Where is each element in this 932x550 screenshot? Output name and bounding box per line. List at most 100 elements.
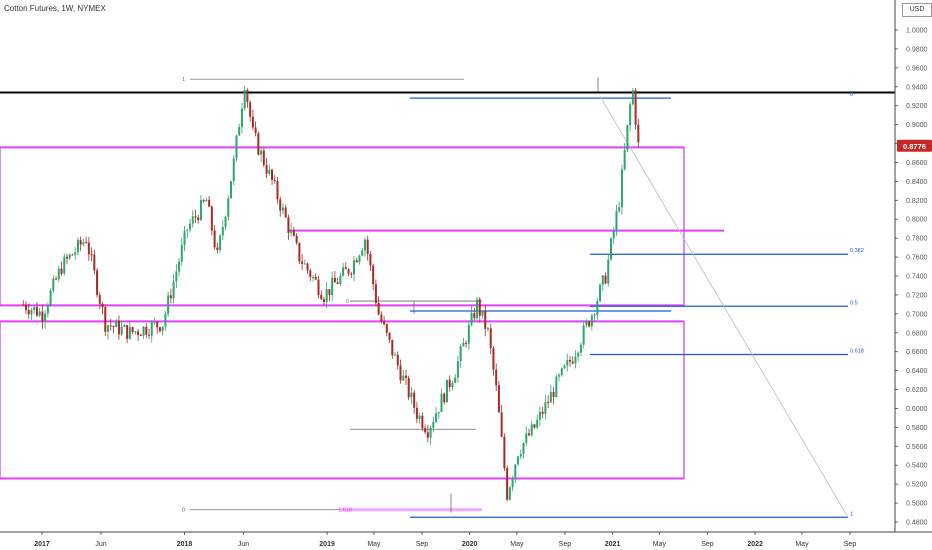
fib-label-4: 1: [850, 511, 853, 517]
candle-down: [273, 179, 276, 182]
candle-up: [227, 198, 230, 217]
candle-up: [353, 260, 356, 275]
candle-up: [601, 275, 604, 285]
candle-down: [271, 169, 274, 180]
price-tick-label: 0.7000: [906, 311, 928, 318]
candle-down: [503, 436, 506, 469]
candle-up: [585, 321, 588, 326]
price-tick-label: 0.7400: [906, 274, 928, 281]
candle-up: [342, 267, 345, 276]
time-axis[interactable]: 2017 Jun 2018 Jun 2019 May Sep 2020 May Sep 2021 Ma…: [0, 531, 932, 548]
candle-up: [590, 315, 593, 327]
candle-up: [626, 125, 629, 150]
price-tick-label: 0.9400: [906, 84, 928, 91]
candle-up: [486, 328, 489, 330]
candle-down: [306, 263, 309, 271]
candle-up: [46, 305, 49, 314]
currency-label[interactable]: USD: [902, 3, 932, 17]
candle-down: [484, 310, 487, 329]
candle-up: [530, 424, 533, 436]
candle-up: [38, 311, 41, 316]
candle-down: [426, 432, 429, 438]
candle-up: [599, 284, 602, 302]
candle-up: [178, 261, 181, 272]
candle-up: [175, 271, 178, 282]
candle-up: [161, 326, 164, 332]
candle-down: [249, 102, 252, 117]
price-tick-label: 0.9000: [906, 122, 928, 129]
candle-up: [467, 324, 470, 344]
candle-down: [24, 304, 27, 311]
candle-up: [440, 393, 443, 413]
drawing-overlays: [0, 77, 895, 518]
candle-down: [500, 412, 503, 437]
candle-down: [588, 321, 591, 327]
time-tick-label: 2019: [319, 541, 335, 548]
candle-down: [87, 242, 90, 255]
time-tick-label: Sep: [844, 541, 857, 548]
price-tick-label: 0.5200: [906, 482, 928, 489]
candle-up: [331, 277, 334, 295]
candle-down: [117, 320, 120, 335]
price-axis[interactable]: 1.00000.98000.96000.94000.92000.90000.88…: [894, 0, 932, 532]
candle-down: [41, 311, 44, 322]
candle-up: [618, 207, 621, 211]
candle-down: [279, 199, 282, 211]
candle-up: [128, 327, 131, 339]
price-tick-label: 0.6400: [906, 368, 928, 375]
candle-up: [470, 312, 473, 325]
price-tick-label: 0.7600: [906, 255, 928, 262]
candle-down: [208, 199, 211, 207]
candle-down: [112, 326, 115, 328]
candle-up: [620, 169, 623, 208]
price-tick-label: 1.0000: [906, 28, 928, 35]
candle-down: [391, 339, 394, 356]
price-tick-label: 0.7200: [906, 292, 928, 299]
projection-diagonal: [599, 96, 849, 518]
time-tick-label: Jun: [95, 541, 106, 548]
candle-down: [385, 324, 388, 333]
candle-up: [459, 346, 462, 362]
candle-up: [191, 216, 194, 224]
candle-down: [156, 321, 159, 328]
candle-down: [27, 310, 30, 315]
candle-up: [456, 361, 459, 378]
candle-down: [637, 124, 640, 143]
candle-down: [194, 216, 197, 218]
candle-down: [210, 206, 213, 231]
candle-up: [429, 427, 432, 438]
candle-up: [582, 325, 585, 345]
candle-up: [232, 158, 235, 182]
candle-down: [328, 289, 331, 295]
candle-down: [377, 302, 380, 315]
candle-down: [383, 321, 386, 325]
candle-down: [292, 230, 295, 236]
time-tick-label: 2017: [34, 541, 50, 548]
candle-down: [287, 217, 290, 233]
time-tick-label: May: [795, 541, 809, 548]
candle-down: [295, 235, 298, 243]
time-tick-label: 2021: [605, 541, 621, 548]
candle-up: [574, 356, 577, 364]
candle-up: [549, 391, 552, 403]
candle-up: [525, 433, 528, 443]
time-tick-label: 2020: [462, 541, 478, 548]
time-tick-label: May: [653, 541, 667, 548]
candle-up: [435, 413, 438, 422]
candle-up: [418, 415, 421, 419]
candle-up: [153, 321, 156, 323]
candle-down: [404, 375, 407, 378]
candle-down: [65, 256, 68, 259]
time-tick-label: Sep: [559, 541, 572, 548]
candle-up: [476, 299, 479, 319]
candlestick-series: [22, 85, 640, 502]
candle-up: [607, 259, 610, 284]
candle-down: [137, 331, 140, 335]
candle-up: [508, 487, 511, 500]
candle-down: [284, 207, 287, 218]
candle-down: [372, 265, 375, 285]
candle-up: [260, 150, 263, 155]
candle-up: [623, 149, 626, 170]
candle-down: [213, 230, 216, 248]
